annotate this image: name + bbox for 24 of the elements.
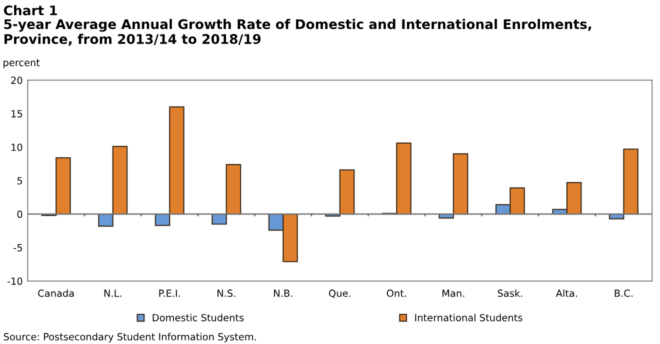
x-tick-label: Que. xyxy=(329,290,350,298)
y-tick-label: 20 xyxy=(11,76,22,84)
x-tick-label: Man. xyxy=(442,290,464,297)
y-axis-title: percent xyxy=(4,59,40,68)
legend-label: International Students xyxy=(415,314,522,322)
x-tick-label: Alta. xyxy=(556,289,577,297)
x-tick-label: P.E.I. xyxy=(159,290,180,297)
y-tick-label: 10 xyxy=(12,144,22,151)
x-tick-label: B.C. xyxy=(614,290,632,297)
x-tick-label: N.B. xyxy=(274,290,292,297)
chart-subtitle: 5-year Average Annual Growth Rate of Domestic and International Enrolments, Province, from 2013/14 to 2018/19 xyxy=(4,18,592,46)
chart-title: Chart 1 xyxy=(4,5,57,16)
x-tick-label: N.S. xyxy=(218,290,236,297)
y-tick-label: -10 xyxy=(7,278,22,285)
y-tick-label: 5 xyxy=(17,177,22,184)
x-tick-label: Sask. xyxy=(498,289,522,297)
x-tick-label: Ont. xyxy=(386,290,406,297)
y-tick-label: -5 xyxy=(14,244,22,252)
x-tick-label: Canada xyxy=(38,289,74,297)
legend-label: Domestic Students xyxy=(152,314,244,322)
x-tick-label: N.L. xyxy=(104,290,122,297)
source-note: Source: Postsecondary Student Information System. xyxy=(4,332,256,342)
y-tick-label: 15 xyxy=(12,110,22,118)
y-tick-label: 0 xyxy=(17,210,22,218)
